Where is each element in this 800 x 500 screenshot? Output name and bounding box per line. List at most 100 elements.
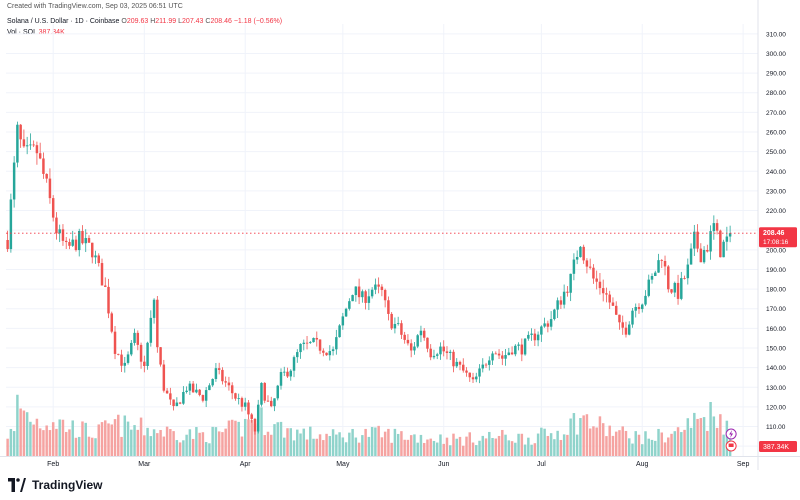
volume-bar: [657, 428, 660, 456]
volume-bar: [344, 442, 348, 456]
candle-body: [582, 246, 585, 261]
volume-bar: [243, 418, 247, 456]
volume-bar: [266, 431, 270, 456]
candle-body: [279, 372, 283, 386]
candle-body: [367, 296, 371, 303]
candle-body: [120, 354, 123, 366]
time-tick-label: Mar: [138, 461, 151, 468]
volume-bar: [84, 422, 87, 456]
price-tick-label: 150.00: [766, 346, 786, 353]
candle-body: [702, 249, 706, 263]
volume-bar: [302, 428, 306, 456]
volume-bar: [725, 420, 729, 456]
candle-body: [149, 317, 153, 343]
volume-bar: [462, 445, 465, 456]
last-price-countdown: 17:08:16: [763, 239, 789, 246]
time-tick-label: Jun: [438, 461, 449, 468]
volume-bar: [9, 428, 13, 456]
candle-body: [123, 362, 127, 366]
candle-body: [133, 332, 136, 343]
candle-body: [514, 345, 517, 355]
volume-bar: [71, 420, 74, 456]
candle-body: [627, 324, 631, 335]
candle-body: [165, 390, 169, 394]
candle-body: [45, 173, 48, 179]
volume-bar: [91, 437, 94, 456]
candle-body: [553, 309, 556, 320]
candle-body: [728, 233, 732, 237]
volume-bar: [546, 435, 550, 456]
volume-bar: [370, 427, 374, 456]
volume-bar: [696, 418, 699, 456]
volume-bar: [25, 412, 29, 456]
volume-bar: [491, 437, 494, 456]
volume-bar: [667, 437, 670, 456]
candle-body: [113, 331, 117, 354]
volume-bar: [139, 417, 143, 456]
candle-body: [481, 364, 485, 369]
candle-body: [214, 368, 218, 379]
volume-bar: [12, 431, 16, 456]
candle-body: [686, 264, 690, 279]
volume-bar: [253, 423, 257, 456]
volume-bar: [579, 418, 582, 456]
volume-bar: [120, 436, 123, 456]
candle-body: [71, 239, 74, 246]
volume-bar: [549, 433, 553, 456]
candle-body: [64, 240, 68, 243]
volume-bar: [497, 435, 501, 456]
volume-bar: [351, 428, 354, 456]
volume-bar: [6, 438, 9, 456]
volume-bar: [45, 425, 48, 456]
time-tick-label: Jul: [537, 461, 546, 468]
volume-bar: [230, 419, 234, 456]
volume-bar: [383, 431, 387, 456]
volume-bar: [279, 421, 283, 456]
candle-body: [536, 334, 540, 341]
volume-bar: [507, 440, 511, 456]
volume-bar: [318, 434, 322, 456]
volume-bar: [494, 438, 498, 456]
candle-body: [380, 286, 384, 291]
candle-body: [296, 352, 299, 358]
candle-body: [273, 398, 276, 407]
price-tick-label: 200.00: [766, 247, 786, 254]
volume-bar: [631, 443, 634, 456]
last-price-badge: [759, 227, 797, 248]
volume-bar: [146, 427, 149, 456]
volume-bar: [136, 429, 140, 456]
candle-body: [510, 352, 514, 355]
volume-bar: [608, 425, 611, 456]
volume-bar: [432, 440, 436, 456]
candle-body: [527, 334, 530, 339]
volume-bar: [719, 414, 722, 456]
volume-bar: [699, 418, 703, 456]
candle-body: [680, 278, 683, 299]
candle-body: [100, 263, 104, 286]
candle-body: [670, 289, 673, 293]
volume-bar: [270, 434, 273, 456]
volume-bar: [553, 439, 556, 456]
candle-body: [68, 242, 71, 246]
candle-body: [315, 337, 319, 340]
candle-body: [22, 139, 26, 147]
volume-bar: [247, 419, 250, 456]
volume-bar: [647, 438, 650, 456]
last-price-badge-value: 208.46: [763, 230, 785, 237]
volume-bar: [201, 432, 205, 456]
candle-body: [322, 350, 325, 353]
volume-bar: [676, 427, 680, 456]
candle-body: [91, 242, 94, 258]
high-value: 211.99: [155, 18, 177, 25]
candle-body: [364, 291, 367, 303]
volume-bar: [178, 442, 182, 456]
candle-body: [286, 371, 289, 377]
candle-body: [348, 301, 351, 309]
candle-body: [442, 346, 445, 352]
candle-body: [696, 231, 699, 249]
volume-bar: [478, 440, 481, 456]
volume-bar: [585, 414, 589, 456]
price-tick-label: 160.00: [766, 326, 786, 333]
candle-body: [644, 295, 647, 305]
